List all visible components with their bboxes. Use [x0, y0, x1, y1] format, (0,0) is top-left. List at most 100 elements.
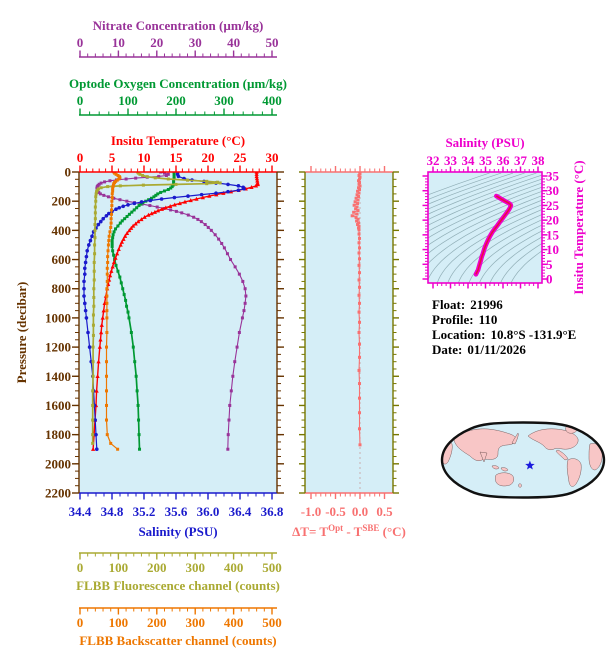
svg-text:5: 5 — [109, 150, 116, 165]
svg-text:32: 32 — [427, 153, 440, 168]
float-value: 21996 — [470, 297, 503, 312]
delta-t-curve — [350, 172, 362, 493]
backscatter-axis: 0 100 200 300 400 500 FLBB Backscatter channel… — [77, 607, 282, 648]
svg-text:200: 200 — [147, 560, 167, 575]
svg-text:35.6: 35.6 — [165, 504, 188, 519]
svg-text:2200: 2200 — [45, 486, 71, 501]
svg-text:25: 25 — [234, 150, 248, 165]
float-id-row: Float: 21996 — [432, 297, 576, 312]
svg-text:0: 0 — [546, 272, 553, 287]
svg-text:300: 300 — [185, 615, 205, 630]
svg-text:25: 25 — [546, 198, 560, 213]
map-outline — [440, 421, 606, 499]
svg-text:10: 10 — [112, 35, 125, 50]
svg-text:1800: 1800 — [45, 427, 71, 442]
delta-t-axis-title: ΔT= TOpt - TSBE (°C) — [292, 523, 406, 539]
main-plot-area — [79, 172, 277, 493]
svg-text:Pressure (decibar): Pressure (decibar) — [14, 282, 29, 384]
svg-text:-0.5: -0.5 — [325, 504, 346, 519]
svg-text:20: 20 — [150, 35, 163, 50]
svg-text:400: 400 — [224, 615, 244, 630]
svg-text:0: 0 — [77, 615, 84, 630]
location-star-icon — [525, 460, 535, 470]
svg-text:200: 200 — [147, 615, 167, 630]
svg-text:100: 100 — [109, 615, 129, 630]
svg-text:800: 800 — [52, 281, 72, 296]
svg-text:0: 0 — [77, 560, 84, 575]
svg-text:15: 15 — [546, 227, 560, 242]
svg-text:0.0: 0.0 — [352, 504, 368, 519]
svg-text:35: 35 — [546, 169, 560, 184]
svg-text:400: 400 — [52, 223, 72, 238]
ts-curve — [473, 193, 514, 277]
svg-text:Nitrate Concentration (µm/kg): Nitrate Concentration (µm/kg) — [93, 18, 264, 33]
fluorescence-profile-line — [91, 172, 222, 445]
svg-text:200: 200 — [166, 93, 186, 108]
date-row: Date: 01/11/2026 — [432, 342, 576, 357]
delta-t-axes: -1.0 -0.5 0.0 0.5 ΔT= TOpt - TSBE (°C) — [292, 166, 406, 539]
oxygen-axis: 0 100 200 300 400 Optode Oxygen Concentration… — [69, 76, 287, 116]
svg-text:35.2: 35.2 — [133, 504, 156, 519]
svg-text:300: 300 — [185, 560, 205, 575]
date-label: Date: — [432, 342, 463, 357]
svg-text:38: 38 — [532, 153, 546, 168]
svg-text:5: 5 — [546, 257, 553, 272]
profile-value: 110 — [478, 312, 498, 327]
oxygen-profile-line — [110, 172, 176, 451]
svg-text:600: 600 — [52, 252, 72, 267]
svg-text:FLBB Fluorescence channel (cou: FLBB Fluorescence channel (counts) — [76, 578, 280, 593]
svg-text:200: 200 — [52, 194, 72, 209]
svg-text:40: 40 — [227, 35, 240, 50]
fluorescence-axis: 0 100 200 300 400 500 FLBB Fluorescence channe… — [76, 552, 282, 593]
backscatter-profile-line — [104, 172, 122, 451]
world-map — [440, 421, 606, 499]
svg-text:Optode Oxygen Concentration (µ: Optode Oxygen Concentration (µm/kg) — [69, 76, 287, 91]
svg-text:0: 0 — [77, 35, 84, 50]
svg-text:100: 100 — [118, 93, 138, 108]
svg-text:100: 100 — [109, 560, 129, 575]
map-land-masses — [442, 425, 603, 488]
pressure-axis: 0 200 400 600 800 1000 1200 1400 1600 1800 2000 220… — [14, 165, 284, 501]
float-label: Float: — [432, 297, 466, 312]
svg-text:0: 0 — [77, 93, 84, 108]
svg-text:Salinity (PSU): Salinity (PSU) — [445, 135, 524, 150]
svg-text:30: 30 — [189, 35, 202, 50]
svg-text:36.0: 36.0 — [197, 504, 220, 519]
svg-text:36.8: 36.8 — [261, 504, 284, 519]
svg-text:1200: 1200 — [45, 340, 71, 355]
profile-row: Profile: 110 — [432, 312, 576, 327]
profile-curves — [82, 172, 261, 452]
temperature-axis: 0 5 10 15 20 25 30 Insitu Temperature (°C) — [77, 133, 279, 173]
float-info: Float: 21996 Profile: 110 Location: 10.8°S … — [432, 297, 576, 357]
svg-text:400: 400 — [262, 93, 282, 108]
svg-text:0: 0 — [77, 150, 84, 165]
svg-text:1600: 1600 — [45, 398, 71, 413]
svg-text:1000: 1000 — [45, 310, 71, 325]
profile-label: Profile: — [432, 312, 474, 327]
svg-text:35: 35 — [479, 153, 493, 168]
svg-text:36: 36 — [497, 153, 511, 168]
svg-text:FLBB Backscatter channel (coun: FLBB Backscatter channel (counts) — [79, 633, 276, 648]
svg-text:50: 50 — [266, 35, 279, 50]
svg-text:36.4: 36.4 — [229, 504, 252, 519]
svg-text:Insitu Temperature (°C): Insitu Temperature (°C) — [111, 133, 245, 148]
nitrate-profile-line — [95, 172, 248, 451]
svg-text:500: 500 — [262, 560, 282, 575]
svg-text:500: 500 — [262, 615, 282, 630]
svg-text:20: 20 — [202, 150, 215, 165]
svg-text:300: 300 — [214, 93, 234, 108]
svg-text:2000: 2000 — [45, 456, 71, 471]
location-value: 10.8°S -131.9°E — [490, 327, 577, 342]
svg-text:Insitu Temperature (°C): Insitu Temperature (°C) — [571, 160, 586, 294]
svg-text:30: 30 — [266, 150, 279, 165]
svg-text:34.4: 34.4 — [69, 504, 92, 519]
svg-text:10: 10 — [138, 150, 151, 165]
svg-text:-1.0: -1.0 — [301, 504, 322, 519]
svg-text:0: 0 — [65, 165, 72, 180]
svg-text:400: 400 — [224, 560, 244, 575]
ts-isopycnal-contours — [428, 172, 542, 283]
svg-text:15: 15 — [170, 150, 184, 165]
